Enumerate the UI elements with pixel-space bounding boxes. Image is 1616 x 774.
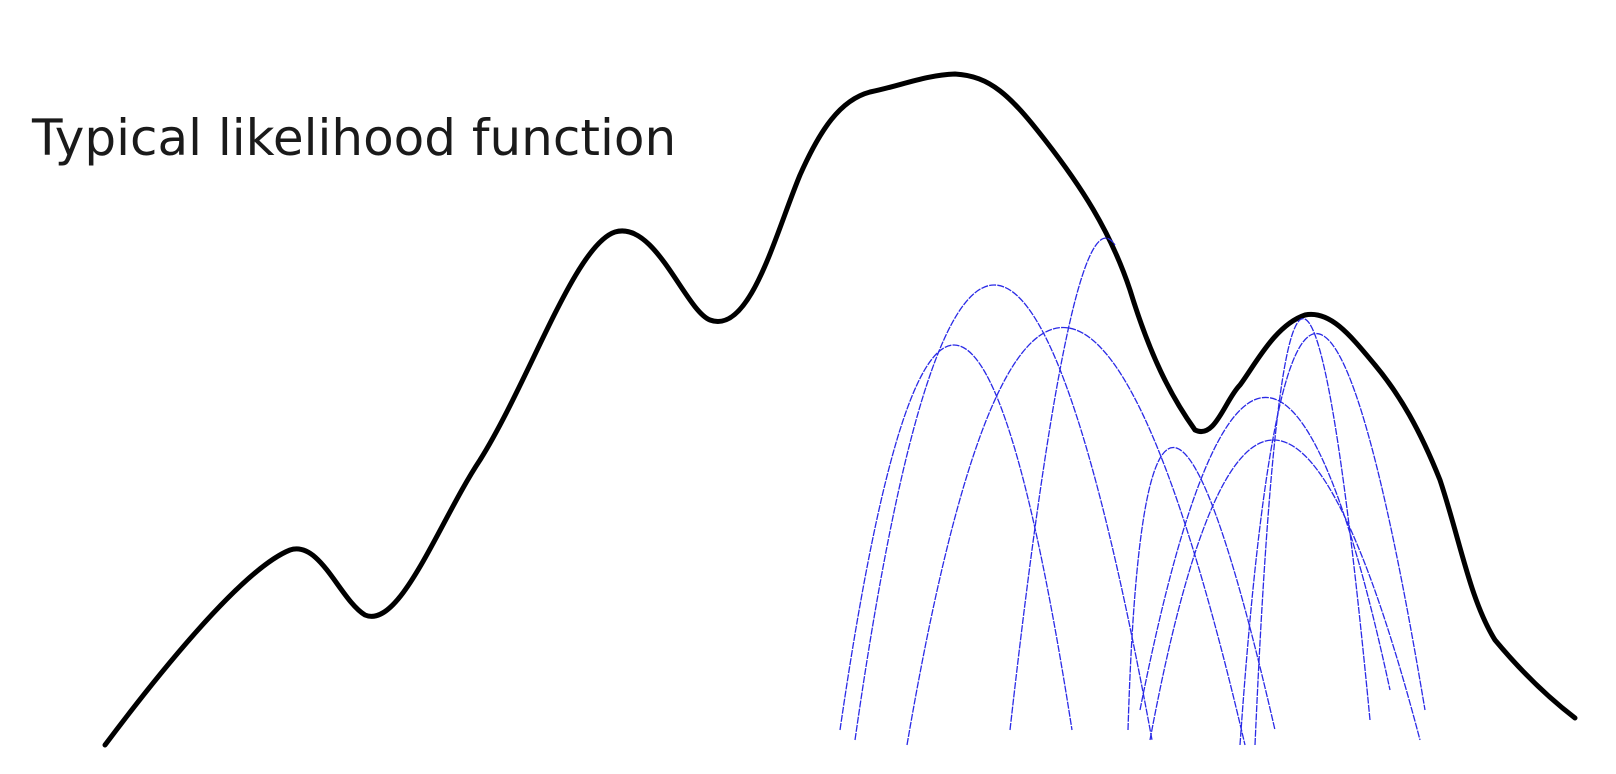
approximation-curve-1 [839,344,1073,731]
approximation-curve-4 [1009,237,1116,731]
approximation-curve-5 [1127,447,1276,731]
approximation-curve-2 [854,284,1153,741]
approximation-curve-6 [1139,396,1391,711]
approximation-curve-9 [1254,318,1371,746]
approximation-curves [839,237,1426,746]
diagram-title: Typical likelihood function [32,109,677,167]
likelihood-curve [102,71,1578,748]
approximation-curve-3 [906,326,1246,746]
approximation-curve-7 [1149,439,1421,741]
